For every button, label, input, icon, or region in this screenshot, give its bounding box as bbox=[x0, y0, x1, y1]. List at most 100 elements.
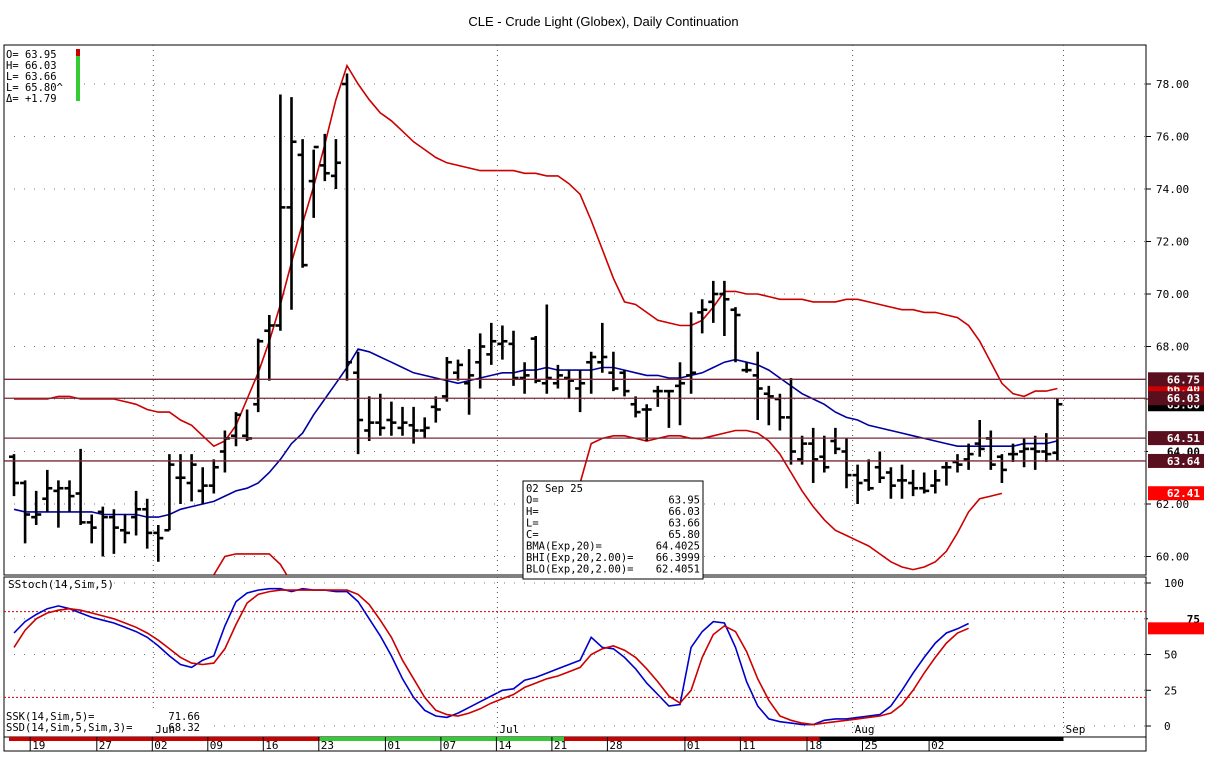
ohlc-bar[interactable] bbox=[830, 427, 841, 455]
ohlc-bar[interactable] bbox=[897, 464, 907, 499]
ohlc-bar[interactable] bbox=[841, 438, 852, 489]
ohlc-bar[interactable] bbox=[575, 370, 586, 413]
ohlc-bar[interactable] bbox=[697, 299, 708, 334]
ohlc-bar[interactable] bbox=[663, 389, 674, 428]
ohlc-bar[interactable] bbox=[197, 467, 208, 504]
ohlc-bar[interactable] bbox=[819, 435, 830, 473]
ohlc-bar[interactable] bbox=[708, 280, 719, 323]
ohlc-bar[interactable] bbox=[475, 333, 486, 389]
ohlc-bar[interactable] bbox=[808, 427, 819, 483]
ohlc-bar[interactable] bbox=[430, 396, 441, 423]
ohlc-bar[interactable] bbox=[231, 412, 241, 447]
stoch-plot-area bbox=[4, 582, 1146, 727]
ohlc-bar[interactable] bbox=[64, 480, 75, 512]
ohlc-bar[interactable] bbox=[286, 97, 297, 310]
ohlc-bar[interactable] bbox=[275, 94, 286, 331]
ohlc-bar[interactable] bbox=[741, 362, 752, 373]
stoch-axis-tag-bg bbox=[1148, 622, 1204, 635]
ohlc-bar[interactable] bbox=[952, 454, 963, 473]
ohlc-bar[interactable] bbox=[42, 469, 53, 512]
ohlc-bar[interactable] bbox=[86, 514, 97, 544]
ohlc-bar[interactable] bbox=[375, 393, 386, 436]
ohlc-bar[interactable] bbox=[763, 385, 774, 426]
ohlc-bar[interactable] bbox=[142, 498, 153, 549]
ohlc-bar[interactable] bbox=[641, 404, 652, 441]
ohlc-bar[interactable] bbox=[752, 351, 763, 420]
ohlc-bar[interactable] bbox=[486, 322, 497, 365]
day-label: 07 bbox=[443, 739, 456, 752]
ohlc-bar[interactable] bbox=[53, 480, 64, 528]
day-label: 11 bbox=[742, 739, 755, 752]
ohlc-bar[interactable] bbox=[97, 506, 108, 557]
ohlc-bar[interactable] bbox=[519, 362, 530, 394]
ohlc-bar[interactable] bbox=[242, 409, 253, 442]
ohlc-bar[interactable] bbox=[1008, 443, 1018, 462]
ohlc-bar[interactable] bbox=[652, 385, 663, 407]
ohlc-bar[interactable] bbox=[319, 133, 330, 182]
ohlc-bar[interactable] bbox=[386, 401, 397, 436]
stoch-readout-label: SSK(14,Sim,5)= bbox=[6, 711, 95, 723]
series-line-blo bbox=[213, 429, 1003, 575]
ohlc-bar[interactable] bbox=[164, 454, 175, 532]
ohlc-bar[interactable] bbox=[120, 514, 130, 544]
ohlc-bar[interactable] bbox=[930, 469, 941, 494]
ohlc-bar[interactable] bbox=[863, 459, 874, 491]
ohlc-bar[interactable] bbox=[686, 312, 697, 394]
ohlc-bar[interactable] bbox=[919, 472, 930, 494]
ohlc-bar[interactable] bbox=[797, 435, 808, 465]
ohlc-bar[interactable] bbox=[985, 430, 996, 470]
ohlc-bar[interactable] bbox=[586, 351, 597, 394]
ohlc-bar[interactable] bbox=[131, 490, 142, 536]
ohlc-bar[interactable] bbox=[1019, 438, 1030, 468]
ohlc-bar[interactable] bbox=[885, 467, 896, 499]
chart-title: CLE - Crude Light (Globex), Daily Contin… bbox=[468, 14, 739, 29]
ohlc-bar[interactable] bbox=[541, 304, 552, 394]
ohlc-bar[interactable] bbox=[1030, 435, 1041, 470]
ohlc-bar[interactable] bbox=[1052, 398, 1063, 461]
ohlc-bar[interactable] bbox=[786, 378, 796, 465]
ohlc-bar[interactable] bbox=[564, 370, 574, 399]
ohlc-bar[interactable] bbox=[175, 454, 186, 504]
ohlc-bar[interactable] bbox=[297, 139, 308, 268]
ohlc-bar[interactable] bbox=[464, 349, 475, 415]
data-window-value: 63.66 bbox=[668, 518, 700, 530]
ohlc-bar[interactable] bbox=[330, 139, 341, 189]
ohlc-bar[interactable] bbox=[630, 396, 641, 418]
ohlc-bar[interactable] bbox=[153, 525, 164, 562]
ohlc-bar[interactable] bbox=[353, 351, 364, 455]
ohlc-bar[interactable] bbox=[552, 364, 563, 389]
ohlc-bar[interactable] bbox=[530, 336, 541, 384]
ohlc-bar[interactable] bbox=[108, 509, 119, 554]
ohlc-bar[interactable] bbox=[874, 451, 885, 484]
ohlc-bar[interactable] bbox=[619, 370, 630, 397]
ohlc-bar[interactable] bbox=[730, 307, 741, 363]
ohlc-bar[interactable] bbox=[963, 443, 974, 470]
ohlc-bar[interactable] bbox=[908, 469, 919, 497]
ohlc-bar[interactable] bbox=[1041, 433, 1052, 462]
ohlc-bar[interactable] bbox=[941, 462, 952, 486]
ohlc-bar[interactable] bbox=[419, 417, 430, 439]
ohlc-bar[interactable] bbox=[508, 330, 519, 386]
data-window-box[interactable] bbox=[522, 480, 704, 580]
ohlc-bar[interactable] bbox=[342, 73, 352, 381]
ohlc-bar[interactable] bbox=[453, 359, 463, 381]
ohlc-bar[interactable] bbox=[719, 280, 730, 336]
ohlc-bar[interactable] bbox=[852, 464, 863, 504]
ohlc-bar[interactable] bbox=[364, 396, 375, 441]
ohlc-bar[interactable] bbox=[597, 322, 608, 373]
ohlc-bar[interactable] bbox=[264, 315, 275, 381]
ohlc-bar[interactable] bbox=[31, 490, 42, 525]
ohlc-bar[interactable] bbox=[774, 393, 785, 431]
ohlc-bar[interactable] bbox=[20, 480, 31, 544]
ohlc-bar[interactable] bbox=[497, 325, 508, 360]
ohlc-bar[interactable] bbox=[608, 351, 619, 392]
ohlc-bar[interactable] bbox=[75, 448, 86, 525]
ohlc-bar[interactable] bbox=[253, 338, 264, 413]
ohlc-bar[interactable] bbox=[308, 145, 319, 218]
ohlc-bar[interactable] bbox=[397, 406, 408, 436]
ohlc-bar[interactable] bbox=[208, 459, 219, 494]
ohlc-bar[interactable] bbox=[186, 454, 197, 502]
ohlc-bar[interactable] bbox=[996, 454, 1007, 483]
ohlc-bar[interactable] bbox=[675, 362, 685, 426]
